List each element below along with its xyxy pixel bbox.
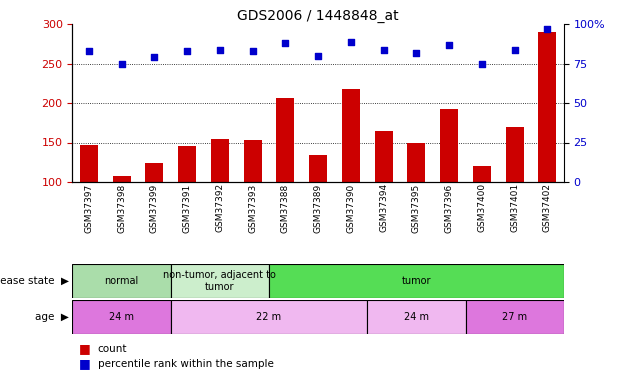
Bar [113, 176, 130, 182]
Bar [171, 264, 269, 298]
Text: tumor: tumor [402, 276, 431, 286]
Point [346, 39, 356, 45]
Text: count: count [98, 344, 127, 354]
Bar [178, 147, 196, 182]
Bar [146, 163, 163, 182]
Point [280, 40, 290, 46]
Bar [367, 300, 466, 334]
Point [477, 61, 487, 67]
Bar [342, 89, 360, 182]
Point [542, 26, 553, 32]
Bar [408, 142, 425, 182]
Bar [473, 166, 491, 182]
Bar [80, 145, 98, 182]
Bar [269, 264, 564, 298]
Bar [539, 32, 556, 182]
Text: ■: ■ [79, 357, 91, 370]
Bar [506, 127, 524, 182]
Bar [244, 140, 261, 182]
Point [510, 46, 520, 53]
Text: normal: normal [105, 276, 139, 286]
Bar [72, 264, 171, 298]
Bar [171, 300, 367, 334]
Text: 27 m: 27 m [502, 312, 527, 322]
Bar [211, 140, 229, 182]
Point [379, 46, 389, 53]
Point [248, 48, 258, 54]
Bar [72, 300, 171, 334]
Title: GDS2006 / 1448848_at: GDS2006 / 1448848_at [238, 9, 399, 23]
Point [117, 61, 127, 67]
Text: 22 m: 22 m [256, 312, 282, 322]
Text: disease state  ▶: disease state ▶ [0, 276, 69, 286]
Text: 24 m: 24 m [404, 312, 429, 322]
Point [149, 54, 159, 60]
Text: 24 m: 24 m [109, 312, 134, 322]
Bar [440, 110, 458, 182]
Text: percentile rank within the sample: percentile rank within the sample [98, 359, 273, 369]
Point [215, 46, 225, 53]
Bar [466, 300, 564, 334]
Point [411, 50, 421, 56]
Bar [375, 132, 392, 182]
Point [84, 48, 94, 54]
Bar [277, 98, 294, 182]
Point [313, 53, 323, 59]
Bar [309, 155, 327, 182]
Text: age  ▶: age ▶ [35, 312, 69, 322]
Point [182, 48, 192, 54]
Text: non-tumor, adjacent to
tumor: non-tumor, adjacent to tumor [163, 270, 277, 292]
Point [444, 42, 454, 48]
Text: ■: ■ [79, 342, 91, 355]
